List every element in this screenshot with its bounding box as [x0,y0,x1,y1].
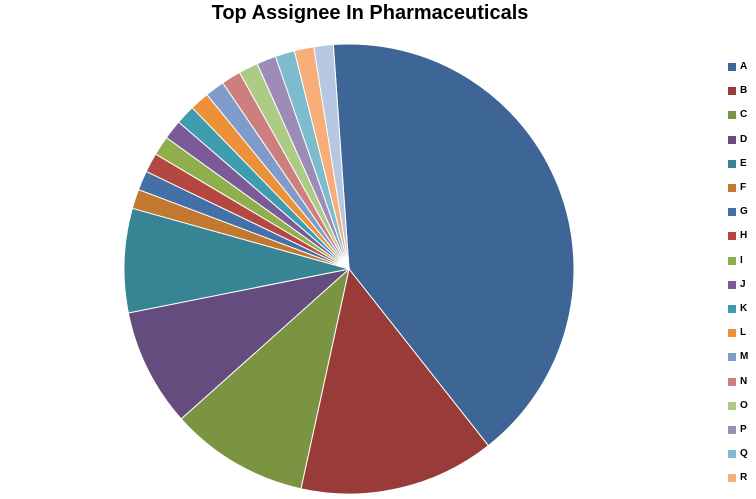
legend-item-g: G [728,200,756,224]
pie-slice-b [300,267,490,495]
legend-label: M [740,351,749,363]
legend-item-l: L [728,321,756,345]
legend-item-h: H [728,224,756,248]
pie-slice-a [332,43,575,447]
legend-swatch [728,184,736,193]
legend-item-c: C [728,103,756,127]
legend-item-k: K [728,297,756,321]
legend-label: B [740,85,748,97]
legend-label: Q [740,448,748,460]
legend-label: K [740,302,748,314]
legend-label: F [740,182,747,194]
legend-item-i: I [728,249,756,273]
legend-swatch [728,135,736,144]
legend-swatch [728,159,736,168]
legend-label: J [740,278,746,290]
legend-swatch [728,329,736,338]
legend-label: P [740,423,747,435]
legend-swatch [728,425,736,434]
legend-label: R [740,472,748,484]
legend-item-r: R [728,466,756,490]
legend-swatch [728,450,736,459]
legend-item-n: N [728,369,756,393]
legend-label: L [740,327,747,339]
legend-item-o: O [728,394,756,418]
legend-swatch [728,256,736,265]
legend-label: H [740,230,748,242]
legend-label: N [740,375,748,387]
legend-label: E [740,157,747,169]
legend-label: I [740,254,743,266]
legend-item-m: M [728,345,756,369]
legend-swatch [728,111,736,120]
legend-item-f: F [728,176,756,200]
pie-slices [123,43,575,495]
pie-slice-other-18 [313,44,350,270]
legend-swatch [728,401,736,410]
legend-swatch [728,474,736,483]
pie-slice-c [180,267,350,490]
legend-item-a: A [728,55,756,79]
legend-item-d: D [728,128,756,152]
legend-swatch [728,208,736,217]
legend-label: C [740,109,748,121]
legend-swatch [728,280,736,289]
legend-label: O [740,399,748,411]
legend-item-b: B [728,79,756,103]
legend-label: D [740,133,748,145]
pie-slice-e [123,207,350,314]
legend-swatch [728,87,736,96]
chart-title: Top Assignee In Pharmaceuticals [211,2,529,24]
legend-item-q: Q [728,442,756,466]
pie-slice-d [127,268,351,420]
legend-swatch [728,353,736,362]
legend-item-j: J [728,273,756,297]
legend-swatch [728,63,736,72]
legend-swatch [728,232,736,241]
legend-item-p: P [728,418,756,442]
legend-swatch [728,304,736,313]
legend-swatch [728,377,736,386]
legend-item-e: E [728,152,756,176]
legend-label: A [740,61,748,73]
legend-label: G [740,206,748,218]
